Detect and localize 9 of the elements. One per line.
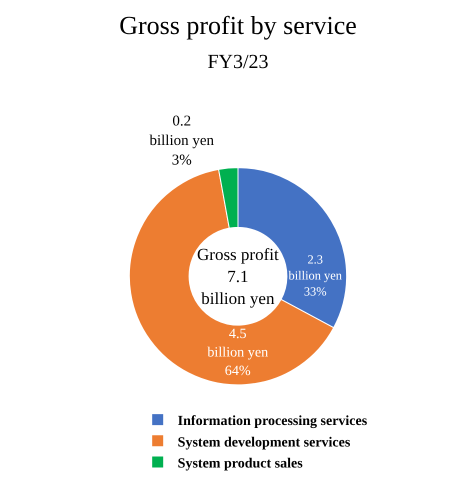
legend-label: Information processing services <box>178 414 368 430</box>
data-label: 4.5 billion yen 64% <box>207 326 268 379</box>
legend-label: System product sales <box>178 456 304 472</box>
legend-label: System development services <box>178 435 351 450</box>
text: Gross profit 7.1 billion yen <box>197 245 279 308</box>
data-label: 0.2 billion yen 3% <box>149 113 215 168</box>
chart-subtitle: FY3/23 <box>207 50 269 73</box>
data-label: 2.3 billion yen 33% <box>288 252 343 299</box>
chart-title: Gross profit by service <box>119 11 357 40</box>
